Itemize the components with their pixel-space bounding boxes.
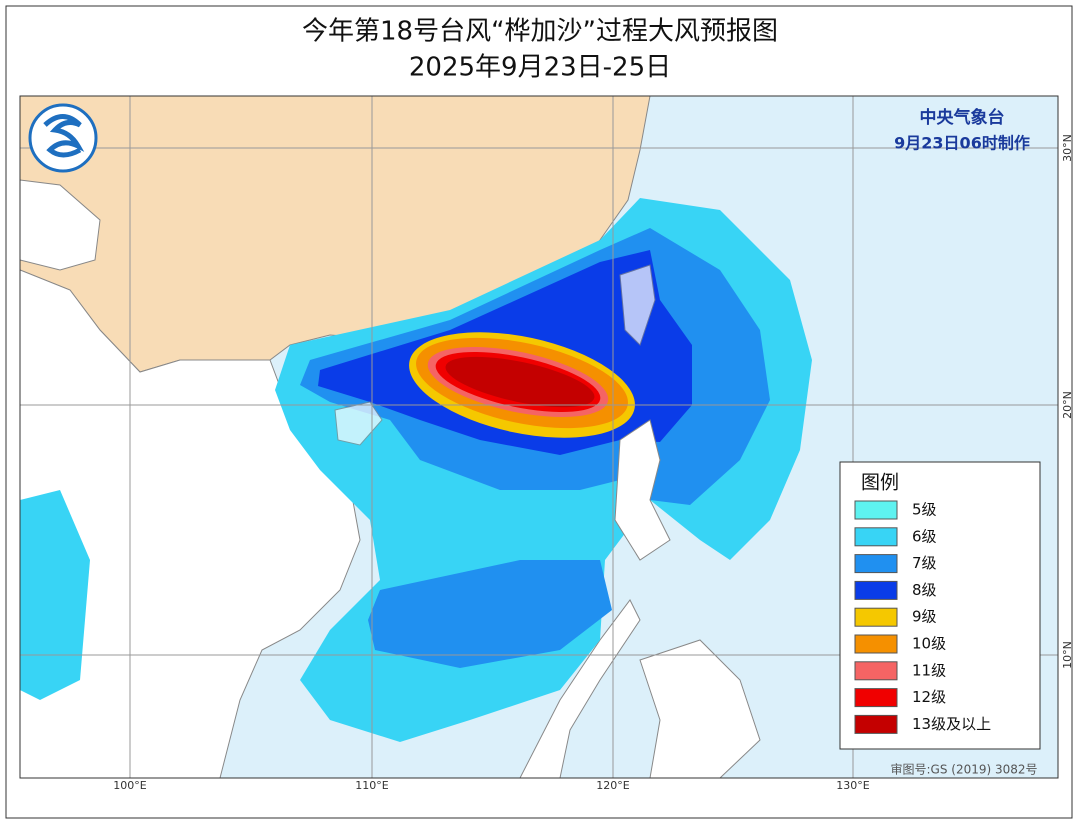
mindanao <box>639 639 761 778</box>
legend-label: 6级 <box>912 527 937 545</box>
longitude-label: 100°E <box>113 779 146 792</box>
legend-label: 11级 <box>912 661 946 679</box>
longitude-label: 120°E <box>596 779 629 792</box>
longitude-labels: 100°E 110°E 120°E 130°E <box>113 779 869 792</box>
wind-7-south <box>368 560 612 668</box>
agency-name: 中央气象台 <box>920 107 1005 128</box>
legend-swatch <box>854 527 898 547</box>
legend-label: 10级 <box>912 635 946 653</box>
land <box>20 179 101 271</box>
palawan <box>519 599 641 778</box>
latitude-label: 20°N <box>1061 391 1074 419</box>
taiwan <box>619 264 656 346</box>
legend-items: 5级 6级 7级 8级 9级 10级 11级 12级 13级及以上 <box>854 500 991 734</box>
legend-label: 7级 <box>912 554 937 572</box>
legend-title: 图例 <box>861 472 899 494</box>
legend-swatch <box>854 688 898 708</box>
issue-time: 9月23日06时制作 <box>894 134 1030 153</box>
latitude-labels: 30°N 20°N 10°N <box>1061 134 1074 669</box>
longitude-label: 110°E <box>355 779 388 792</box>
legend-swatch <box>854 607 898 627</box>
hainan <box>334 401 383 446</box>
legend-swatch <box>854 661 898 681</box>
legend-label: 13级及以上 <box>912 715 991 733</box>
legend-swatch <box>854 634 898 654</box>
legend-label: 8级 <box>912 581 937 599</box>
longitude-label: 130°E <box>836 779 869 792</box>
legend-swatch <box>854 580 898 600</box>
wind-6-west <box>20 490 90 700</box>
legend-swatch <box>854 714 898 734</box>
legend-label: 5级 <box>912 501 937 519</box>
outer-frame <box>5 5 1073 819</box>
legend-label: 9级 <box>912 608 937 626</box>
logo <box>28 103 98 173</box>
subtitle: 2025年9月23日-25日 <box>409 53 671 83</box>
latitude-label: 10°N <box>1061 641 1074 669</box>
wind-13 <box>445 356 595 408</box>
legend-swatch <box>854 554 898 574</box>
map-frame <box>19 95 1059 779</box>
latitude-label: 30°N <box>1061 134 1074 162</box>
luzon <box>614 419 671 561</box>
title: 今年第18号台风“桦加沙”过程大风预报图 <box>302 17 778 47</box>
legend-label: 12级 <box>912 688 946 706</box>
legend-swatch <box>854 500 898 520</box>
map-approval: 审图号:GS (2019) 3082号 <box>890 762 1037 777</box>
